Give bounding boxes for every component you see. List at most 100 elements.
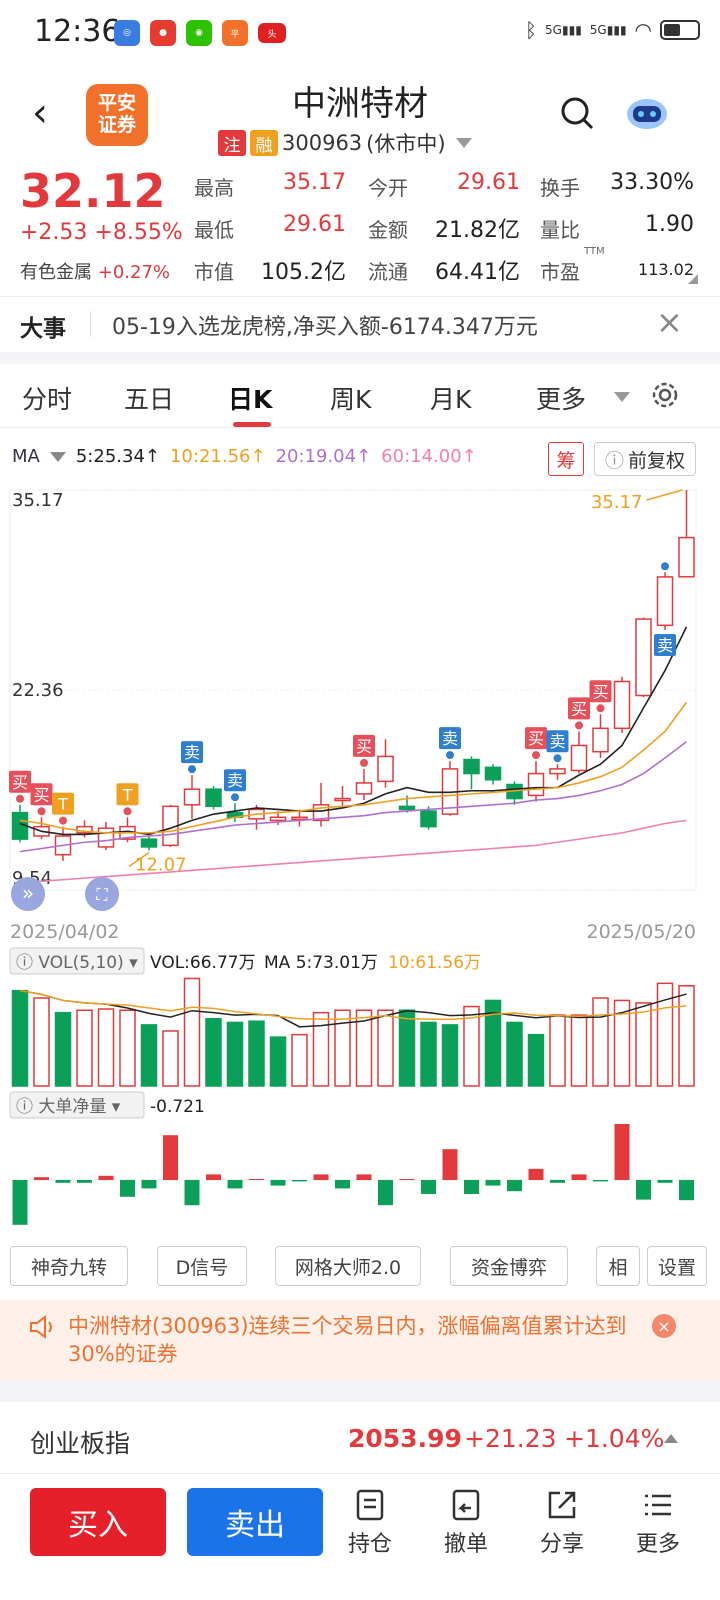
toolbar-item-5[interactable]: 设置 [647, 1246, 707, 1286]
signal-label: 卖 [442, 729, 458, 748]
tab-2[interactable]: 日K [228, 385, 273, 414]
signal-label: 买 [571, 699, 587, 718]
candle [549, 768, 566, 775]
search-icon[interactable] [560, 96, 594, 130]
settings-gear-icon[interactable] [650, 380, 680, 410]
buy-button[interactable]: 买入 [30, 1488, 166, 1556]
assistant-robot-icon[interactable] [624, 92, 670, 132]
bigorder-bar [98, 1175, 114, 1180]
volume-bar [334, 1009, 351, 1087]
ma-legend[interactable]: MA 5:25.34↑ 10:21.56↑ 20:19.04↑ 60:14.00… [12, 446, 477, 467]
positions-button[interactable]: 持仓 [330, 1488, 410, 1558]
broker-logo[interactable]: 平安 证券 [86, 84, 148, 146]
signal-label: 买 [12, 773, 28, 792]
bigorder-bar [12, 1180, 28, 1225]
sector-change[interactable]: 有色金属 +0.27% [20, 262, 170, 283]
signal-dot [59, 816, 67, 825]
chevron-down-icon [49, 451, 66, 462]
cancel-order-button[interactable]: 撤单 [426, 1488, 506, 1558]
chevron-up-icon[interactable] [664, 1434, 678, 1443]
notification-icons: ◎ ● ◉ 平 头 [114, 20, 286, 46]
more-label: 更多 [635, 1532, 680, 1557]
bigorder-bar [421, 1180, 436, 1194]
toolbar-item-1[interactable]: D信号 [157, 1246, 247, 1286]
back-icon[interactable]: ‹ [32, 90, 48, 136]
quote-value: 29.61 [457, 170, 520, 195]
volume-bar [33, 997, 50, 1087]
volume-bar [463, 1005, 480, 1087]
toolbar-item-0[interactable]: 神奇九转 [10, 1246, 128, 1286]
speaker-icon [30, 1315, 52, 1339]
tab-1[interactable]: 五日 [124, 385, 175, 414]
signal-badge [525, 727, 547, 750]
bigorder-bar [507, 1180, 522, 1192]
adjust-button[interactable]: ⓘ 前复权 [594, 442, 696, 476]
tab-3[interactable]: 周K [330, 385, 372, 414]
sell-button[interactable]: 卖出 [187, 1488, 323, 1556]
shield-app-icon: ◎ [114, 20, 140, 46]
bigorder-bar [335, 1180, 350, 1189]
quote-label: 流通 [368, 260, 408, 284]
signal-dot [596, 704, 605, 713]
bluetooth-icon: ᛒ [525, 18, 538, 42]
vol-ma10-line [19, 989, 687, 1021]
volume-bar [269, 1036, 287, 1087]
alert-banner[interactable] [0, 1300, 720, 1380]
signal-badge [546, 730, 569, 753]
signal-label: T [122, 785, 133, 804]
candle [592, 727, 609, 753]
bigorder-bar [141, 1180, 157, 1189]
volume-bar [119, 1009, 136, 1087]
bigorder-bar [593, 1180, 608, 1182]
more-button[interactable]: 更多 [618, 1488, 698, 1558]
volume-bar [441, 1024, 459, 1087]
index-ticker[interactable]: 创业板指 2053.99 +21.23 +1.04% [0, 1402, 720, 1474]
signal-dot [661, 562, 669, 571]
index-name: 创业板指 [30, 1429, 131, 1458]
signal-dot [188, 765, 196, 774]
close-alert-icon[interactable]: × [652, 1314, 676, 1338]
quote-label: 最高 [194, 176, 234, 200]
volume-bar [226, 1021, 244, 1087]
vol-selector[interactable] [9, 947, 145, 975]
quote-value: 35.17 [283, 170, 346, 195]
scroll-left-button[interactable] [11, 877, 45, 911]
events-bar[interactable]: 大事 05-19入选龙虎榜,净买入额-6174.347万元 × [0, 296, 720, 352]
chevron-down-icon [455, 138, 472, 148]
bigorder-selector[interactable] [9, 1091, 145, 1119]
fullscreen-button[interactable] [85, 877, 119, 911]
chip-distribution-button[interactable]: 筹 [548, 442, 584, 476]
toolbar-item-4[interactable]: 相 [596, 1246, 640, 1286]
candle [570, 744, 588, 772]
expand-corner-icon[interactable] [688, 274, 698, 284]
bigorder-bar [206, 1174, 221, 1180]
ma20-line [19, 741, 687, 853]
stock-subtitle[interactable]: 注 融 300963 (休市中) [218, 128, 472, 158]
last-price: 32.12 [20, 164, 166, 218]
share-icon [548, 1491, 576, 1519]
signal-badge [589, 680, 612, 703]
share-button[interactable]: 分享 [522, 1488, 602, 1558]
kline-chart[interactable]: 35.1722.369.5435.1712.07买买TT卖卖买卖买卖买买卖»⛶2… [0, 480, 720, 1240]
signal-badge [116, 783, 139, 806]
candle [463, 758, 480, 775]
candle [205, 788, 222, 808]
positions-label: 持仓 [347, 1532, 392, 1557]
toolbar-item-3[interactable]: 资金博弈 [450, 1246, 568, 1286]
tab-0[interactable]: 分时 [22, 385, 73, 414]
volume-bar [377, 1009, 394, 1087]
bigorder-bar [249, 1179, 264, 1180]
tab-4[interactable]: 月K [430, 385, 472, 414]
y-tick-mid: 22.36 [12, 680, 64, 701]
toolbar-item-2[interactable]: 网格大师2.0 [275, 1246, 421, 1286]
close-icon[interactable]: × [656, 303, 683, 341]
signal-label: 卖 [227, 771, 243, 790]
quote-label: 换手 [540, 176, 580, 200]
status-time: 12:36 [34, 14, 121, 49]
bigorder-readout: -0.721 [150, 1097, 205, 1117]
ma10-value: 10:21.56↑ [169, 446, 266, 467]
bigorder-bar [550, 1180, 565, 1183]
quote-label: 最低 [194, 218, 234, 242]
share-label: 分享 [539, 1532, 584, 1557]
tab-5[interactable]: 更多 [536, 385, 587, 414]
